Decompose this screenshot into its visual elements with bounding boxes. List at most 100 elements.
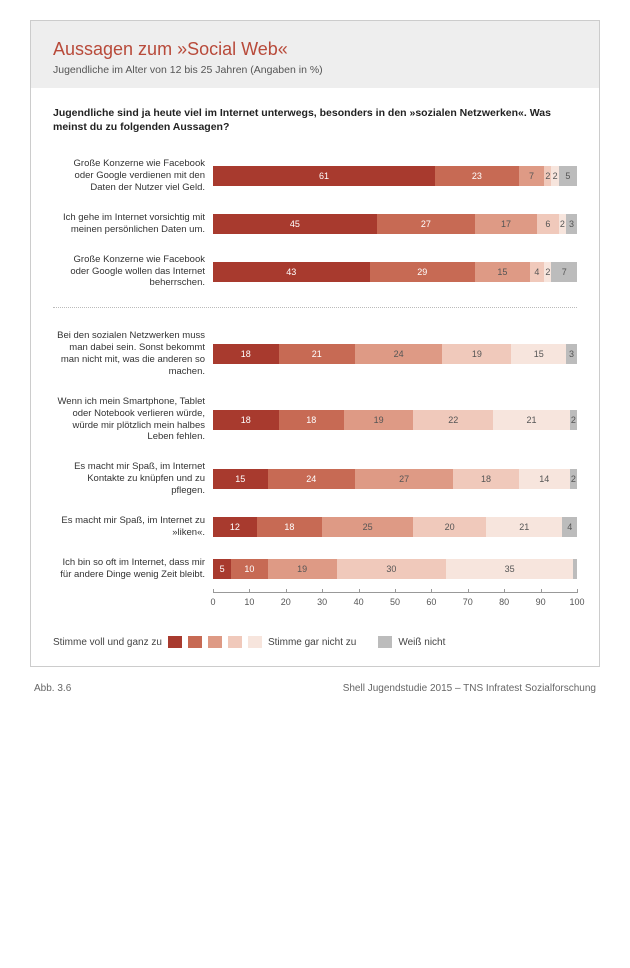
header-block: Aussagen zum »Social Web« Jugendliche im… [31,21,599,88]
bar-segment: 5 [213,559,231,579]
axis-tick-label: 10 [244,597,254,607]
bar-row: Es macht mir Spaß, im Internet Kontakte … [53,461,577,497]
x-axis: 0102030405060708090100 [53,592,577,612]
axis-tick-label: 40 [354,597,364,607]
bar-segment: 20 [413,517,486,537]
bar-segment: 17 [475,214,537,234]
bar-segment: 19 [344,410,413,430]
bar-segment: 3 [566,214,577,234]
bar-track: 18212419153 [213,344,577,364]
bar-row: Ich bin so oft im Internet, dass mir für… [53,557,577,581]
legend-agree-label: Stimme voll und ganz zu [53,637,162,648]
bar-segment: 2 [570,469,577,489]
bar-row-label: Es macht mir Spaß, im Internet Kontakte … [53,461,213,497]
bar-segment: 6 [537,214,559,234]
figure-number: Abb. 3.6 [34,683,71,694]
bar-track: 452717623 [213,214,577,234]
legend-swatch-5 [248,636,262,648]
bar-segment: 18 [453,469,519,489]
bar-segment: 21 [486,517,562,537]
bar-segment: 21 [493,410,569,430]
bar-track: 15242718142 [213,469,577,489]
bar-track: 432915427 [213,262,577,282]
bar-row: Große Konzerne wie Facebook oder Google … [53,254,577,290]
bar-track: 18181922212 [213,410,577,430]
bar-row: Wenn ich mein Smartphone, Tablet oder No… [53,396,577,444]
bar-segment: 30 [337,559,446,579]
bar-segment: 7 [519,166,544,186]
bar-group-2: Bei den sozialen Netzwerken muss man dab… [53,330,577,580]
bar-row: Ich gehe im Internet vorsichtig mit mein… [53,212,577,236]
bar-row-label: Ich bin so oft im Internet, dass mir für… [53,557,213,581]
axis-tick-label: 30 [317,597,327,607]
bar-segment: 61 [213,166,435,186]
bar-segment: 19 [442,344,511,364]
bar-segment: 15 [213,469,268,489]
chart-subtitle: Jugendliche im Alter von 12 bis 25 Jahre… [53,64,577,76]
bar-segment: 2 [559,214,566,234]
bar-segment: 10 [231,559,267,579]
chart-body: Jugendliche sind ja heute viel im Intern… [31,88,599,666]
bar-segment: 12 [213,517,257,537]
bar-segment: 5 [559,166,577,186]
bar-row: Große Konzerne wie Facebook oder Google … [53,158,577,194]
survey-question: Jugendliche sind ja heute viel im Intern… [53,106,577,134]
axis-tick-label: 0 [210,597,215,607]
axis-tick-label: 60 [426,597,436,607]
bar-segment: 25 [322,517,413,537]
bar-row: Bei den sozialen Netzwerken muss man dab… [53,330,577,378]
bar-segment: 4 [530,262,545,282]
bar-segment: 15 [511,344,566,364]
bar-segment: 4 [562,517,577,537]
legend-swatch-4 [228,636,242,648]
legend: Stimme voll und ganz zu Stimme gar nicht… [53,636,577,648]
axis-tick-label: 70 [463,597,473,607]
bar-segment: 23 [435,166,519,186]
bar-segment: 27 [377,214,475,234]
chart-title: Aussagen zum »Social Web« [53,39,577,60]
chart-panel: Aussagen zum »Social Web« Jugendliche im… [30,20,600,667]
bar-segment [573,559,577,579]
axis-tick-label: 90 [536,597,546,607]
bar-segment: 18 [257,517,323,537]
bar-segment: 27 [355,469,453,489]
bar-row: Es macht mir Spaß, im Internet zu »liken… [53,515,577,539]
bar-segment: 2 [551,166,558,186]
bar-segment: 14 [519,469,570,489]
axis-tick-label: 80 [499,597,509,607]
bar-segment: 19 [268,559,337,579]
bar-segment: 3 [566,344,577,364]
bar-segment: 29 [370,262,476,282]
bar-segment: 18 [213,344,279,364]
bar-segment: 18 [213,410,279,430]
bar-segment: 22 [413,410,493,430]
bar-segment: 2 [544,166,551,186]
bar-row-label: Ich gehe im Internet vorsichtig mit mein… [53,212,213,236]
bar-segment: 43 [213,262,370,282]
bar-segment: 45 [213,214,377,234]
bar-row-label: Große Konzerne wie Facebook oder Google … [53,158,213,194]
bar-segment: 15 [475,262,530,282]
bar-segment: 24 [355,344,442,364]
legend-disagree-label: Stimme gar nicht zu [268,637,356,648]
figure-footer: Abb. 3.6 Shell Jugendstudie 2015 – TNS I… [30,683,600,694]
axis-tick-label: 50 [390,597,400,607]
bar-group-1: Große Konzerne wie Facebook oder Google … [53,158,577,289]
legend-swatch-1 [168,636,182,648]
bar-track: 510193035 [213,559,577,579]
bar-row-label: Wenn ich mein Smartphone, Tablet oder No… [53,396,213,444]
bar-row-label: Bei den sozialen Netzwerken muss man dab… [53,330,213,378]
legend-dk-label: Weiß nicht [398,637,445,648]
legend-swatch-3 [208,636,222,648]
bar-segment: 21 [279,344,355,364]
figure-source: Shell Jugendstudie 2015 – TNS Infratest … [343,683,596,694]
bar-segment: 24 [268,469,355,489]
bar-segment: 7 [551,262,576,282]
bar-row-label: Große Konzerne wie Facebook oder Google … [53,254,213,290]
axis-tick-label: 20 [281,597,291,607]
bar-track: 12182520214 [213,517,577,537]
bar-row-label: Es macht mir Spaß, im Internet zu »liken… [53,515,213,539]
axis-tick-label: 100 [569,597,584,607]
legend-swatch-2 [188,636,202,648]
bar-segment: 2 [544,262,551,282]
